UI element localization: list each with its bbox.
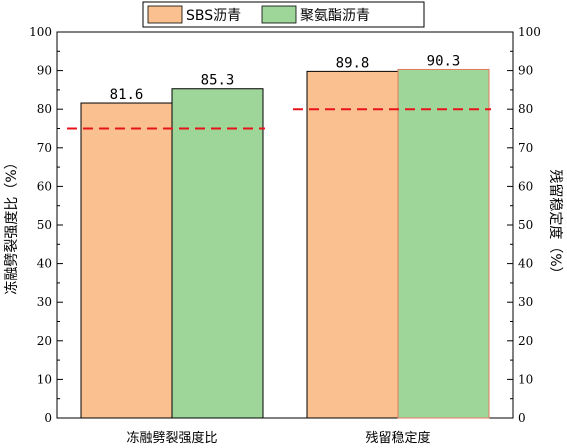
data-labels: 81.6 85.3 89.8 90.3	[110, 53, 461, 103]
y-tick-label-right: 10	[518, 372, 533, 386]
bar-pu-1	[171, 88, 264, 419]
y-tick-label-right: 50	[518, 218, 533, 232]
category-label-1: 冻融劈裂强度比	[126, 430, 217, 446]
y-tick-label-left: 100	[29, 25, 52, 39]
y-tick-label-left: 10	[37, 372, 52, 386]
legend-label-sbs: SBS沥青	[186, 8, 241, 24]
data-label: 81.6	[110, 87, 144, 103]
y-tick-label-right: 60	[518, 179, 533, 193]
legend-swatch-sbs	[147, 5, 183, 24]
y-axis-title-right: 残留稳定度（%）	[547, 169, 563, 280]
bar-sbs-2	[306, 70, 399, 419]
y-tick-label-right: 80	[518, 102, 533, 116]
y-tick-label-left: 20	[37, 334, 52, 348]
y-tick-label-right: 0	[518, 411, 526, 425]
legend: SBS沥青 聚氨酯沥青	[142, 1, 425, 28]
y-tick-label-left: 30	[37, 295, 52, 309]
y-tick-label-left: 90	[37, 64, 52, 78]
legend-label-pu: 聚氨酯沥青	[300, 8, 370, 24]
y-axis-title-left: 冻融劈裂强度比（%）	[3, 155, 20, 294]
ticks: 0 0 10 10 20 20 30 30 40 40 50 50 60 60 70 70 80 80 90 90 10…	[29, 25, 541, 425]
y-tick-label-right: 40	[518, 257, 533, 271]
bar-pu-2	[397, 68, 490, 419]
y-tick-label-left: 60	[37, 179, 52, 193]
y-tick-label-left: 40	[37, 257, 52, 271]
legend-swatch-pu	[261, 5, 297, 24]
y-tick-label-left: 80	[37, 102, 52, 116]
thresholds	[67, 108, 491, 130]
data-label: 90.3	[427, 53, 461, 69]
y-tick-label-left: 0	[44, 411, 52, 425]
category-label-2: 残留稳定度	[365, 430, 430, 446]
y-tick-label-left: 70	[37, 141, 52, 155]
y-tick-label-right: 90	[518, 64, 533, 78]
data-label: 89.8	[336, 55, 370, 71]
y-tick-label-right: 70	[518, 141, 533, 155]
bar-sbs-1	[80, 102, 173, 419]
y-tick-label-right: 100	[518, 25, 541, 39]
y-tick-label-right: 30	[518, 295, 533, 309]
y-tick-label-left: 50	[37, 218, 52, 232]
data-label: 85.3	[201, 73, 235, 89]
bars	[80, 68, 490, 419]
y-tick-label-right: 20	[518, 334, 533, 348]
